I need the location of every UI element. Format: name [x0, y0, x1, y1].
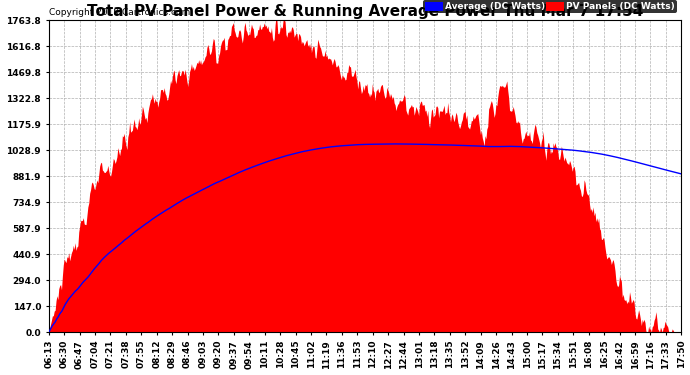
- Title: Total PV Panel Power & Running Average Power Thu Mar 7 17:54: Total PV Panel Power & Running Average P…: [87, 4, 643, 19]
- Legend: Average (DC Watts), PV Panels (DC Watts): Average (DC Watts), PV Panels (DC Watts): [423, 0, 677, 13]
- Text: Copyright 2019 Cartronics.com: Copyright 2019 Cartronics.com: [49, 8, 190, 17]
